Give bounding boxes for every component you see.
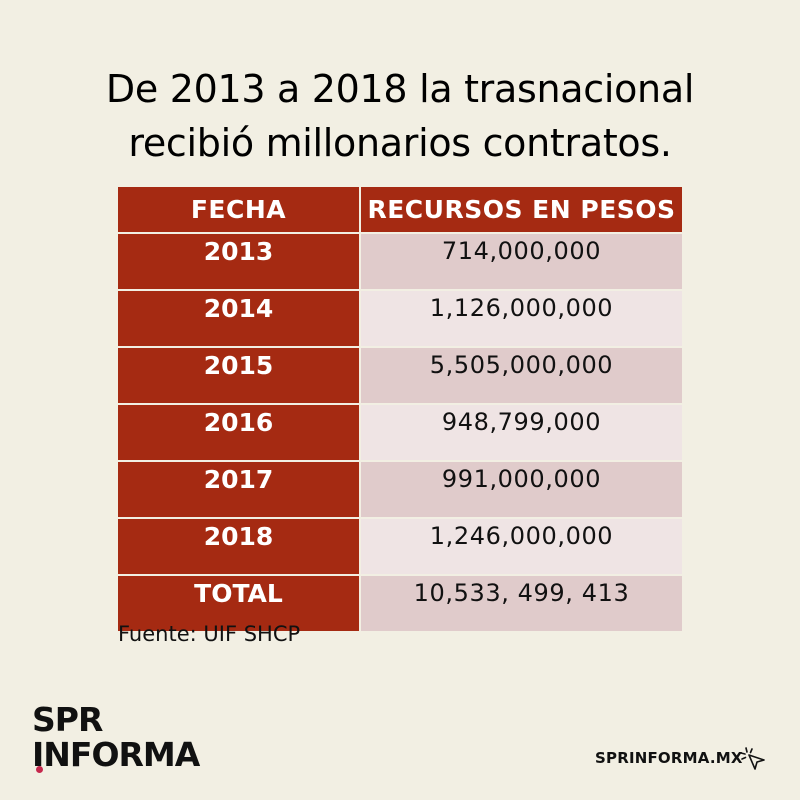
row-amount: 1,246,000,000 <box>359 517 682 576</box>
total-row: TOTAL 10,533, 499, 413 <box>118 574 682 633</box>
table-row: 2016 948,799,000 <box>118 403 682 462</box>
total-label: TOTAL <box>118 574 361 633</box>
spr-informa-logo: SPR INFORMA <box>32 700 200 774</box>
row-year: 2013 <box>118 232 361 291</box>
website-url: SPRINFORMA.MX <box>595 749 743 767</box>
row-amount: 1,126,000,000 <box>359 289 682 348</box>
header-fecha: FECHA <box>118 187 361 234</box>
logo-line-1: SPR <box>32 700 103 739</box>
table-row: 2018 1,246,000,000 <box>118 517 682 576</box>
table-row: 2015 5,505,000,000 <box>118 346 682 405</box>
row-amount: 5,505,000,000 <box>359 346 682 405</box>
table-row: 2014 1,126,000,000 <box>118 289 682 348</box>
row-year: 2018 <box>118 517 361 576</box>
row-year: 2015 <box>118 346 361 405</box>
contracts-table: FECHA RECURSOS EN PESOS 2013 714,000,000… <box>118 187 682 633</box>
table-row: 2017 991,000,000 <box>118 460 682 519</box>
row-amount: 714,000,000 <box>359 232 682 291</box>
cursor-click-icon <box>740 747 765 770</box>
row-year: 2014 <box>118 289 361 348</box>
row-amount: 948,799,000 <box>359 403 682 462</box>
source-note: Fuente: UIF SHCP <box>118 622 301 646</box>
table-row: 2013 714,000,000 <box>118 232 682 291</box>
logo-line-2: INFORMA <box>32 735 200 774</box>
logo-line-2-text: INFORMA <box>32 735 200 774</box>
header-recursos: RECURSOS EN PESOS <box>359 187 682 234</box>
page-title: De 2013 a 2018 la trasnacional recibió m… <box>0 62 800 170</box>
title-line-1: De 2013 a 2018 la trasnacional <box>105 67 695 111</box>
table-header-row: FECHA RECURSOS EN PESOS <box>118 187 682 234</box>
title-line-2: recibió millonarios contratos. <box>128 121 672 165</box>
row-year: 2017 <box>118 460 361 519</box>
row-amount: 991,000,000 <box>359 460 682 519</box>
total-amount: 10,533, 499, 413 <box>359 574 682 633</box>
row-year: 2016 <box>118 403 361 462</box>
logo-dot-icon <box>36 766 43 773</box>
